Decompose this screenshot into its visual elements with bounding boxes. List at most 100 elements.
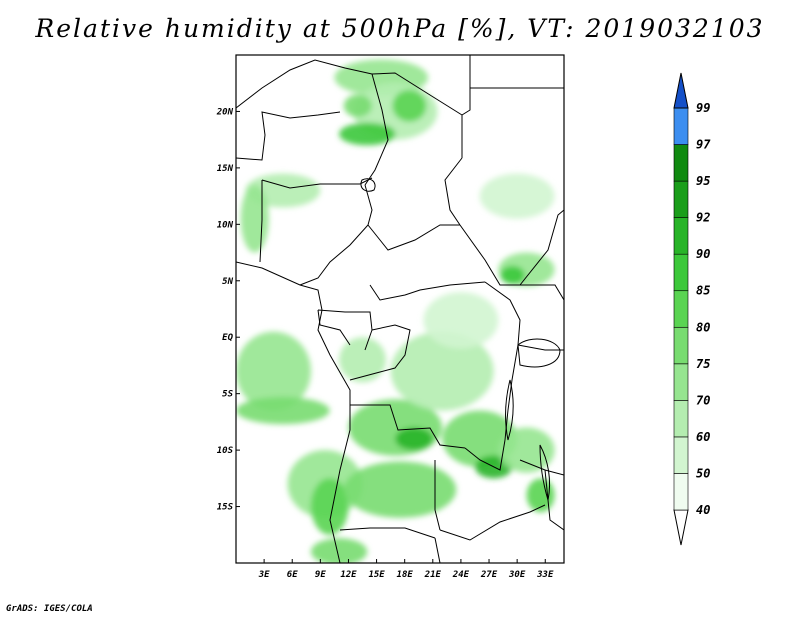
lat-tick-label: 15N	[217, 164, 234, 174]
border-angola-namibia	[339, 527, 436, 539]
map-title: Relative humidity at 500hPa [%], VT: 201…	[35, 14, 765, 43]
humidity-blob	[339, 122, 396, 146]
colorbar-segment	[673, 290, 689, 328]
border-nigeria-west	[259, 180, 263, 263]
humidity-field	[236, 59, 555, 563]
humidity-blob	[390, 331, 494, 411]
border-uganda-kenya	[520, 284, 564, 301]
lat-tick-label: 20N	[216, 107, 234, 117]
humidity-blob	[343, 461, 457, 518]
border-chad-sudan	[444, 157, 463, 226]
lon-tick-label: 27E	[480, 570, 498, 580]
colorbar-label: 60	[696, 430, 710, 444]
border-sudan-southsudan	[459, 224, 520, 286]
lat-tick-label: 5N	[222, 277, 233, 287]
colorbar-segment	[673, 326, 689, 365]
colorbar-segment	[673, 363, 689, 401]
border-mozambique	[544, 469, 564, 531]
humidity-blob	[526, 478, 555, 513]
humidity-blob	[339, 337, 386, 383]
lat-tick-label: 15S	[217, 503, 234, 513]
country-borders	[236, 55, 564, 563]
humidity-blob	[500, 266, 525, 285]
footer-credit: GrADS: IGES/COLA	[6, 604, 93, 614]
colorbar-label: 50	[696, 466, 710, 480]
map-frame	[235, 54, 565, 564]
colorbar-label: 85	[696, 284, 710, 298]
humidity-blob	[310, 478, 349, 535]
humidity-blob	[236, 331, 311, 411]
humidity-blob	[442, 410, 518, 468]
humidity-blob	[310, 538, 368, 563]
border-drc-angola	[350, 404, 466, 449]
border-car-drc	[369, 281, 486, 301]
border-libya-chad-sudan	[461, 55, 471, 158]
colorbar-segment	[673, 400, 689, 438]
lake-chad	[360, 178, 376, 192]
lon-tick-label: 12E	[340, 570, 357, 580]
colorbar-segment	[673, 253, 689, 292]
humidity-blob	[236, 397, 330, 425]
colorbar-segment	[673, 180, 689, 218]
lon-tick-label: 3E	[258, 570, 270, 580]
border-drc-zambia	[464, 439, 506, 471]
colorbar-segment	[673, 217, 689, 255]
colorbar-label: 40	[696, 503, 710, 517]
border-niger-chad	[364, 73, 389, 186]
lon-tick-label: 24E	[452, 570, 470, 580]
humidity-blob	[240, 184, 269, 253]
lon-tick-label: 6E	[287, 570, 298, 580]
humidity-blob	[343, 94, 372, 118]
colorbar-high-arrow	[673, 72, 689, 109]
lat-tick-label: 10S	[217, 446, 234, 456]
humidity-blob	[423, 292, 499, 349]
border-chad-car	[367, 224, 460, 251]
border-sudan-east	[519, 209, 564, 286]
border-congo-drc	[349, 324, 411, 381]
lon-tick-label: 30E	[508, 570, 526, 580]
colorbar-label: 95	[696, 174, 710, 188]
border-tanzania	[517, 344, 564, 351]
colorbar-segment	[673, 436, 689, 474]
lake-malawi	[539, 444, 551, 501]
border-angola-zambia	[434, 460, 441, 531]
border-nigeria-cameroon	[299, 184, 373, 286]
border-libya-niger-chad	[371, 72, 463, 116]
colorbar-label: 90	[696, 247, 710, 261]
colorbar-low-arrow	[673, 509, 689, 546]
border-niger-nigeria	[261, 177, 373, 189]
lon-tick-label: 9E	[315, 570, 326, 580]
colorbar-segment	[673, 473, 689, 511]
longitude-axis: 3E 6E 9E 12E 15E 18E 21E 24E 27E 30E 33E	[258, 559, 554, 580]
lake-tanganyika	[505, 379, 514, 441]
border-gabon	[317, 309, 351, 346]
lon-tick-label: 18E	[397, 570, 414, 580]
colorbar-label: 70	[696, 393, 710, 407]
lat-tick-label: 10N	[217, 220, 234, 230]
colorbar-segment	[673, 144, 689, 182]
humidity-blob	[392, 89, 427, 122]
colorbar-label: 97	[696, 138, 711, 152]
humidity-blob	[395, 427, 433, 451]
border-algeria-niger	[236, 59, 373, 109]
colorbar-label: 99	[696, 101, 710, 115]
border-zambia-south	[439, 504, 546, 541]
lon-tick-label: 21E	[424, 570, 442, 580]
latitude-axis: 20N 15N 10N 5N EQ 5S 10S 15S	[216, 107, 240, 513]
lon-tick-label: 15E	[368, 570, 385, 580]
colorbar: 40 50 60 70 75 80 85 90 92 95 97 99	[673, 72, 711, 546]
border-namibia-botswana	[434, 537, 441, 563]
colorbar-label: 75	[696, 357, 710, 371]
colorbar-label: 92	[696, 211, 710, 225]
colorbar-label: 80	[696, 320, 710, 334]
humidity-blob	[479, 173, 555, 219]
lake-victoria	[517, 338, 561, 368]
lat-tick-label: 5S	[222, 390, 233, 400]
border-cameroon-congo	[317, 309, 373, 351]
lon-tick-label: 33E	[536, 570, 554, 580]
lat-tick-label: EQ	[222, 333, 233, 343]
colorbar-segment	[673, 107, 689, 145]
coastline-west-africa	[236, 261, 351, 563]
border-mali-niger	[236, 111, 341, 161]
